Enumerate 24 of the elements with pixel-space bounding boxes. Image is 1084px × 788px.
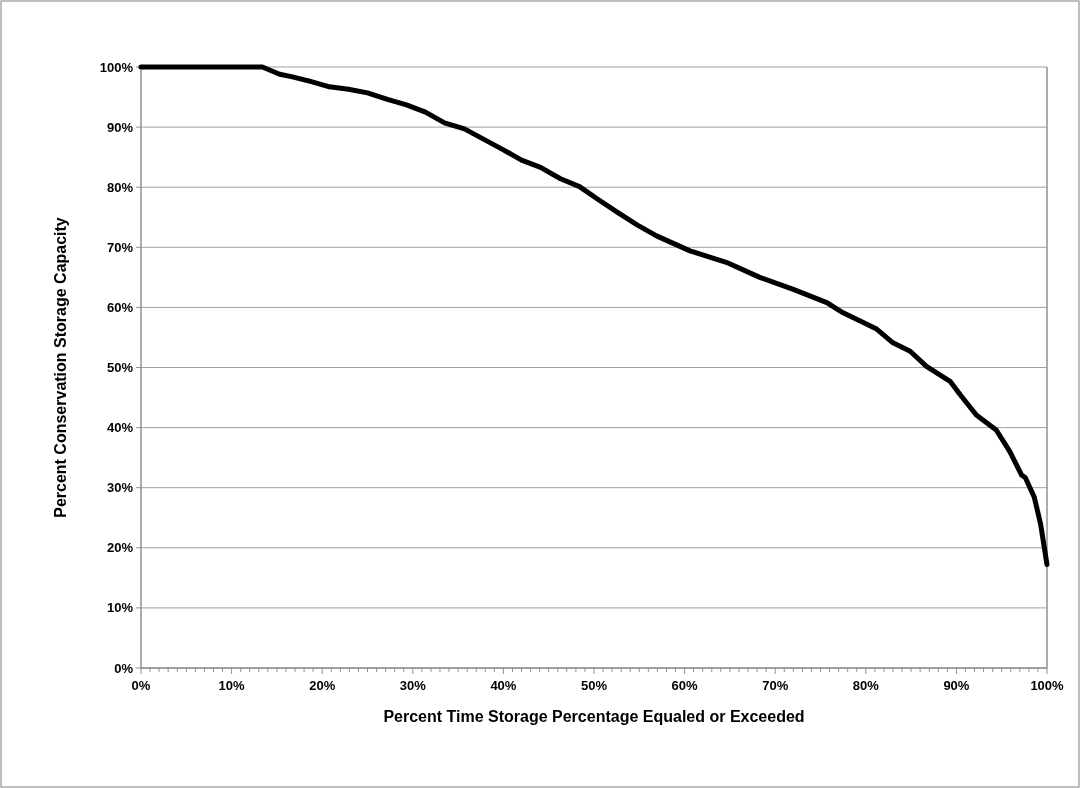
y-tick-label: 70%	[106, 239, 134, 255]
y-tick-label: 50%	[106, 360, 134, 376]
y-tick-label: 20%	[106, 540, 134, 556]
x-tick-label: 80%	[852, 678, 880, 693]
x-tick-label: 70%	[762, 678, 789, 693]
y-tick-label: 100%	[99, 59, 134, 75]
x-tick-label: 50%	[580, 678, 608, 693]
x-tick-label: 10%	[218, 678, 246, 693]
x-tick-label: 60%	[671, 678, 699, 693]
y-tick-label: 10%	[106, 600, 134, 616]
y-tick-label: 40%	[106, 420, 134, 436]
x-tick-label: 20%	[309, 678, 336, 693]
y-axis-title: Percent Conservation Storage Capacity	[52, 217, 69, 518]
y-tick-label: 60%	[106, 299, 134, 315]
y-tick-label: 30%	[106, 480, 134, 496]
x-tick-label: 40%	[490, 678, 517, 693]
x-axis-title: Percent Time Storage Percentage Equaled or Exceeded	[383, 708, 805, 725]
x-tick-label: 100%	[1030, 678, 1065, 693]
x-tick-label: 0%	[131, 678, 151, 693]
x-tick-label: 90%	[943, 678, 970, 693]
y-tick-label: 0%	[114, 660, 134, 676]
y-tick-label: 90%	[106, 119, 134, 135]
x-tick-label: 30%	[399, 678, 427, 693]
y-tick-label: 80%	[106, 179, 134, 195]
